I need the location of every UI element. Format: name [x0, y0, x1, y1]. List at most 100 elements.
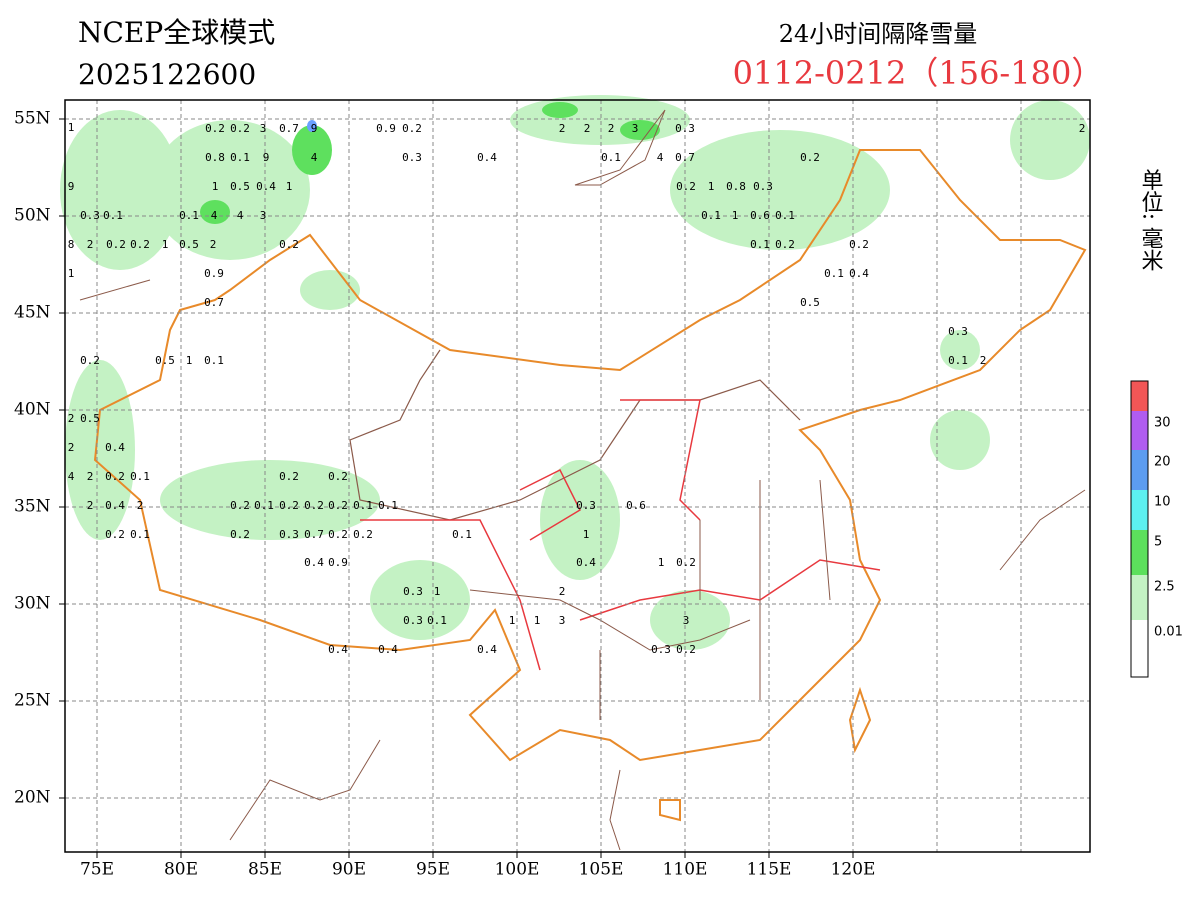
station-value: 0.1: [948, 354, 968, 367]
colorbar-label: 30: [1154, 416, 1171, 431]
station-value: 0.2: [304, 499, 324, 512]
plot-frame: [64, 99, 1091, 853]
station-value: 1: [658, 556, 665, 569]
station-value: 0.1: [230, 151, 250, 164]
colorbar: 30 20 10 5 2.5 0.01: [1130, 380, 1183, 678]
lon-label: 85E: [248, 860, 282, 880]
station-value: 0.3: [576, 499, 596, 512]
product-title: 24小时间隔降雪量: [779, 20, 978, 48]
station-value: 0.5: [80, 412, 100, 425]
lon-label: 95E: [416, 860, 450, 880]
station-value: 4: [311, 151, 318, 164]
station-value: 0.2: [353, 528, 373, 541]
station-value: 0.2: [775, 238, 795, 251]
station-value: 2: [87, 238, 94, 251]
lat-label: 50N: [14, 206, 51, 226]
station-value: 3: [632, 122, 639, 135]
station-value: 4: [657, 151, 664, 164]
station-value: 0.4: [849, 267, 869, 280]
station-value: 2: [210, 238, 217, 251]
snow-area: [60, 95, 1090, 650]
station-value: 0.2: [849, 238, 869, 251]
station-value: 0.7: [304, 528, 324, 541]
lon-label: 120E: [831, 860, 876, 880]
lat-label: 35N: [14, 497, 51, 517]
snow-core: [200, 102, 660, 224]
station-value: 0.3: [279, 528, 299, 541]
station-value: 0.5: [155, 354, 175, 367]
station-value: 1: [583, 528, 590, 541]
station-value: 1: [534, 614, 541, 627]
lon-label: 115E: [747, 860, 792, 880]
station-value: 0.4: [105, 441, 125, 454]
station-value: 0.2: [205, 122, 225, 135]
station-value: 3: [260, 122, 267, 135]
station-value: 0.2: [676, 643, 696, 656]
station-value: 2: [68, 412, 75, 425]
lon-label: 105E: [579, 860, 624, 880]
station-value: 1: [212, 180, 219, 193]
station-value: 0.2: [402, 122, 422, 135]
station-value: 0.4: [576, 556, 596, 569]
station-value: 0.1: [204, 354, 224, 367]
colorbar-swatch: [1131, 381, 1148, 411]
station-value: 0.2: [328, 528, 348, 541]
station-value: 0.2: [106, 238, 126, 251]
station-value: 0.9: [328, 556, 348, 569]
station-value: 0.5: [230, 180, 250, 193]
station-value: 0.9: [376, 122, 396, 135]
station-value: 9: [263, 151, 270, 164]
station-value: 0.2: [105, 470, 125, 483]
lon-label: 90E: [332, 860, 366, 880]
colorbar-label: 5: [1154, 535, 1162, 550]
init-time: 2025122600: [78, 58, 256, 91]
lon-label: 110E: [663, 860, 708, 880]
station-value: 0.2: [230, 499, 250, 512]
station-value: 0.2: [230, 122, 250, 135]
lat-label: 20N: [14, 788, 51, 808]
station-value: 0.8: [205, 151, 225, 164]
station-value: 0.1: [701, 209, 721, 222]
station-value: 3: [559, 614, 566, 627]
station-value: 0.1: [353, 499, 373, 512]
station-value: 0.2: [105, 528, 125, 541]
graticule: [65, 100, 1090, 852]
colorbar-label: 10: [1154, 495, 1171, 510]
station-value: 0.1: [130, 528, 150, 541]
unit: 单位: 毫米: [1138, 169, 1164, 272]
station-value: 0.2: [676, 556, 696, 569]
lat-label: 30N: [14, 594, 51, 614]
colorbar-swatch: [1131, 411, 1148, 450]
station-value: 0.7: [675, 151, 695, 164]
station-value: 0.2: [130, 238, 150, 251]
station-value: 0.4: [378, 643, 398, 656]
station-value: 9: [311, 122, 318, 135]
colorbar-label: 0.01: [1154, 625, 1183, 640]
colorbar-swatch: [1131, 530, 1148, 575]
lon-label: 100E: [495, 860, 540, 880]
colorbar-label: 2.5: [1154, 580, 1175, 595]
station-value: 0.9: [204, 267, 224, 280]
station-value: 0.5: [800, 296, 820, 309]
station-value: 2: [559, 122, 566, 135]
period: 0112-0212（156-180）: [733, 54, 1104, 92]
station-value: 2: [87, 499, 94, 512]
station-value: 0.3: [403, 614, 423, 627]
station-value: 0.1: [775, 209, 795, 222]
station-value: 0.2: [279, 238, 299, 251]
station-value: 0.1: [130, 470, 150, 483]
lat-label: 55N: [14, 109, 51, 129]
colorbar-swatch: [1131, 575, 1148, 620]
station-value: 0.4: [304, 556, 324, 569]
lat-label: 40N: [14, 400, 51, 420]
station-value: 0.1: [179, 209, 199, 222]
station-value: 0.2: [279, 470, 299, 483]
station-value: 2: [68, 441, 75, 454]
station-value: 8: [68, 238, 75, 251]
station-value: 4: [237, 209, 244, 222]
lon-label: 75E: [80, 860, 114, 880]
station-value: 2: [559, 585, 566, 598]
station-value: 1: [434, 585, 441, 598]
station-value: 0.6: [626, 499, 646, 512]
